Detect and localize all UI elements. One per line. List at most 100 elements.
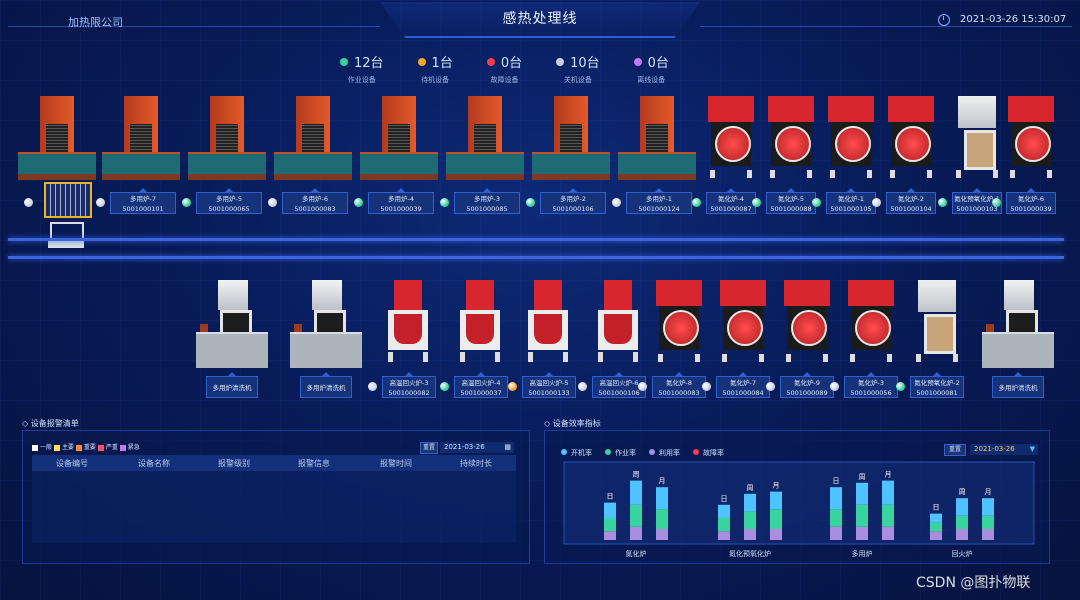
status-indicator xyxy=(182,198,191,207)
status-indicator xyxy=(992,198,1001,207)
machine-tag[interactable]: 氮化炉-9 5001000089 xyxy=(780,372,834,398)
machine-tag[interactable]: 多用炉清洗机 xyxy=(206,372,258,398)
machine-tag[interactable]: 氮化炉-6 5001000039 xyxy=(1006,188,1056,214)
furnace-foot xyxy=(618,174,696,180)
machine-tag[interactable]: 氮化炉-1 5001000105 xyxy=(826,188,876,214)
furnace-grille xyxy=(302,124,324,152)
machine-tag[interactable]: 高温回火炉-3 5001000082 xyxy=(382,372,436,398)
status-indicator xyxy=(692,198,701,207)
furnace-lid xyxy=(720,280,766,306)
nitriding-furnace[interactable] xyxy=(848,280,894,366)
multipurpose-furnace[interactable] xyxy=(446,96,524,182)
washer[interactable] xyxy=(290,280,362,368)
machine-tag[interactable]: 多用炉清洗机 xyxy=(992,372,1044,398)
machine-tag[interactable]: 多用炉-1 5001000124 xyxy=(626,188,692,214)
machine-tag[interactable]: 氮化炉-5 5001000088 xyxy=(766,188,816,214)
machine-tag[interactable]: 氮化预氧化炉-2 5001000081 xyxy=(910,372,964,398)
furnace-legs xyxy=(722,354,764,362)
machine-tag[interactable]: 氮化炉-3 5001000056 xyxy=(844,372,898,398)
machine-name: 高温回火炉-4 xyxy=(461,379,501,387)
furnace-top xyxy=(534,280,562,310)
status-indicator xyxy=(612,198,621,207)
loading-cart[interactable] xyxy=(44,182,92,252)
tempering-furnace[interactable] xyxy=(386,280,430,366)
washer-top xyxy=(312,280,342,310)
machine-name: 氮化炉-5 xyxy=(778,195,804,203)
alarm-date-picker[interactable]: 2021-03-26 ▦ xyxy=(440,442,514,453)
alarm-reset-button[interactable]: 重置 xyxy=(420,442,438,454)
machine-tag[interactable]: 氮化预氧化炉-1 5001000103 xyxy=(952,188,1002,214)
multipurpose-furnace[interactable] xyxy=(618,96,696,182)
furnace-lid xyxy=(848,280,894,306)
status-fault[interactable]: 0台 故障设备 xyxy=(486,52,522,85)
status-indicator xyxy=(268,198,277,207)
multipurpose-furnace[interactable] xyxy=(360,96,438,182)
furnace-legs xyxy=(528,352,568,362)
legend-swatch xyxy=(693,449,699,455)
status-indicator xyxy=(96,198,105,207)
efficiency-reset-button[interactable]: 重置 xyxy=(944,444,966,456)
machine-tag[interactable]: 多用炉-2 5001000106 xyxy=(540,188,606,214)
nitriding-furnace[interactable] xyxy=(768,96,814,182)
machine-name: 氮化炉-3 xyxy=(858,379,884,387)
nitriding-furnace[interactable] xyxy=(784,280,830,366)
washer-valve xyxy=(294,324,302,332)
machine-tag[interactable]: 多用炉-7 5001000101 xyxy=(110,188,176,214)
furnace-foot xyxy=(446,174,524,180)
machine-tag[interactable]: 高温回火炉-5 5001000133 xyxy=(522,372,576,398)
legend-label: 作业率 xyxy=(615,448,636,457)
machine-tag[interactable]: 氮化炉-8 5001000083 xyxy=(652,372,706,398)
machine-name: 多用炉-4 xyxy=(388,195,414,203)
status-off[interactable]: 10台 关机设备 xyxy=(556,52,600,85)
washer[interactable] xyxy=(196,280,268,368)
machine-tag[interactable]: 多用炉-3 5001000085 xyxy=(454,188,520,214)
nitriding-furnace[interactable] xyxy=(708,96,754,182)
nitriding-furnace[interactable] xyxy=(1008,96,1054,182)
group-label: 氮化预氧化炉 xyxy=(729,549,771,558)
washer[interactable] xyxy=(982,280,1054,368)
furnace-chamber xyxy=(964,130,996,170)
period-label: 周 xyxy=(747,484,754,492)
machine-tag[interactable]: 氮化炉-7 5001000084 xyxy=(716,372,770,398)
machine-name: 氮化预氧化炉-2 xyxy=(914,379,960,387)
col-device-name: 设备名称 xyxy=(138,459,170,468)
washer-tank xyxy=(982,332,1054,368)
pre-oxidation-furnace[interactable] xyxy=(914,280,960,366)
status-working[interactable]: 12台 作业设备 xyxy=(340,52,384,85)
machine-name: 多用炉-6 xyxy=(302,195,328,203)
machine-tag[interactable]: 高温回火炉-4 5001000037 xyxy=(454,372,508,398)
multipurpose-furnace[interactable] xyxy=(18,96,96,182)
machine-tag[interactable]: 多用炉-5 5001000065 xyxy=(196,188,262,214)
pre-oxidation-furnace[interactable] xyxy=(954,96,1000,182)
machine-tag[interactable]: 多用炉-4 5001000039 xyxy=(368,188,434,214)
status-standby[interactable]: 1台 待机设备 xyxy=(417,52,453,85)
multipurpose-furnace[interactable] xyxy=(532,96,610,182)
multipurpose-furnace[interactable] xyxy=(102,96,180,182)
period-label: 周 xyxy=(959,488,966,496)
nitriding-furnace[interactable] xyxy=(656,280,702,366)
machine-tag[interactable]: 多用炉清洗机 xyxy=(300,372,352,398)
bar-segment xyxy=(956,498,968,516)
multipurpose-furnace[interactable] xyxy=(274,96,352,182)
status-dot-icon xyxy=(486,57,495,66)
machine-tag[interactable]: 高温回火炉-6 5001000106 xyxy=(592,372,646,398)
furnace-lid xyxy=(708,96,754,122)
nitriding-furnace[interactable] xyxy=(888,96,934,182)
machine-name: 多用炉-5 xyxy=(216,195,242,203)
machine-tag[interactable]: 多用炉-6 5001000083 xyxy=(282,188,348,214)
multipurpose-furnace[interactable] xyxy=(188,96,266,182)
tempering-furnace[interactable] xyxy=(596,280,640,366)
bar-segment xyxy=(856,482,868,505)
furnace-drum xyxy=(394,314,422,344)
status-offline[interactable]: 0台 离线设备 xyxy=(633,52,669,85)
machine-tag[interactable]: 氮化炉-2 5001000104 xyxy=(886,188,936,214)
furnace-grille xyxy=(216,124,238,152)
tempering-furnace[interactable] xyxy=(458,280,502,366)
status-label: 关机设备 xyxy=(563,76,592,84)
tempering-furnace[interactable] xyxy=(526,280,570,366)
machine-tag[interactable]: 氮化炉-4 5001000087 xyxy=(706,188,756,214)
efficiency-date-picker[interactable]: 2021-03-26 ▼ xyxy=(970,444,1038,455)
nitriding-furnace[interactable] xyxy=(720,280,766,366)
nitriding-furnace[interactable] xyxy=(828,96,874,182)
bar-segment xyxy=(656,509,668,529)
